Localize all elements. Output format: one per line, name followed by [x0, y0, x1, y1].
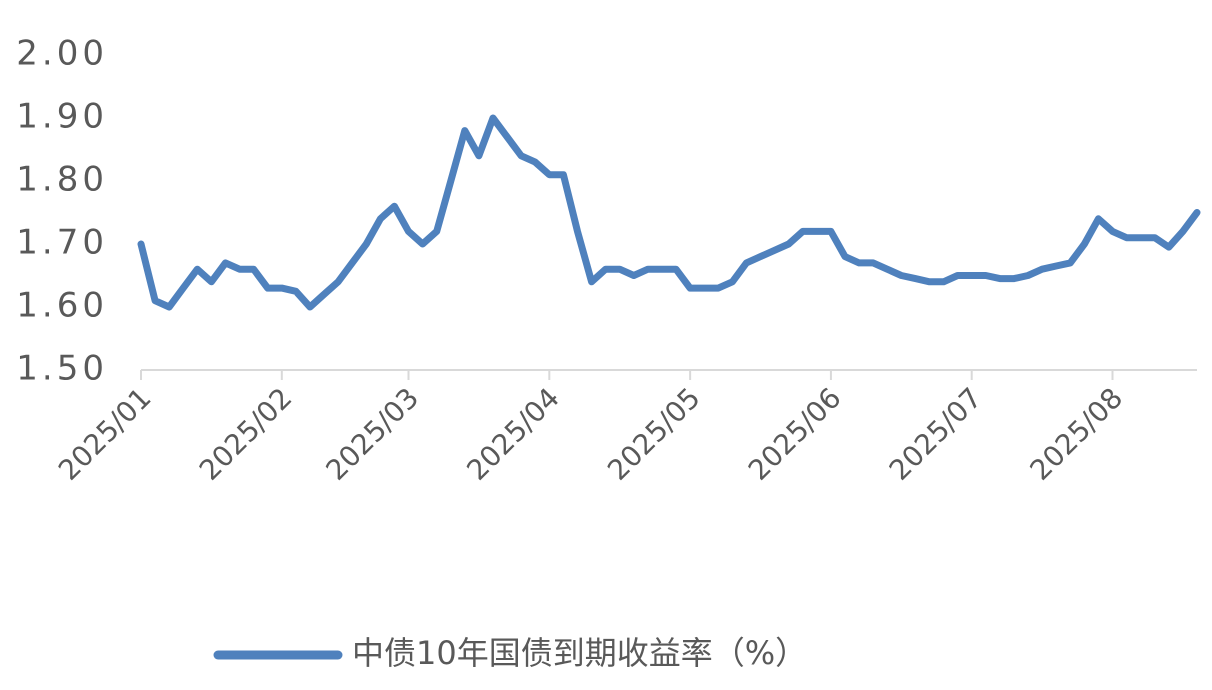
- y-tick-label: 1.80: [16, 160, 108, 200]
- x-tick-label: 2025/03: [320, 381, 426, 487]
- x-tick-label: 2025/08: [1024, 381, 1130, 487]
- x-tick-label: 2025/02: [193, 381, 299, 487]
- y-tick-label: 1.90: [16, 97, 108, 137]
- y-tick-label: 1.60: [16, 286, 108, 326]
- x-tick-label: 2025/06: [742, 381, 848, 487]
- y-tick-label: 1.50: [16, 349, 108, 389]
- x-tick-label: 2025/01: [52, 381, 158, 487]
- x-tick-label: 2025/04: [460, 381, 566, 487]
- series-line: [137, 114, 1201, 311]
- y-tick-label: 2.00: [16, 34, 108, 74]
- legend-label: 中债10年国债到期收益率（%）: [352, 634, 807, 672]
- x-tick-label: 2025/07: [883, 381, 989, 487]
- y-tick-label: 1.70: [16, 223, 108, 263]
- x-tick-label: 2025/05: [601, 381, 707, 487]
